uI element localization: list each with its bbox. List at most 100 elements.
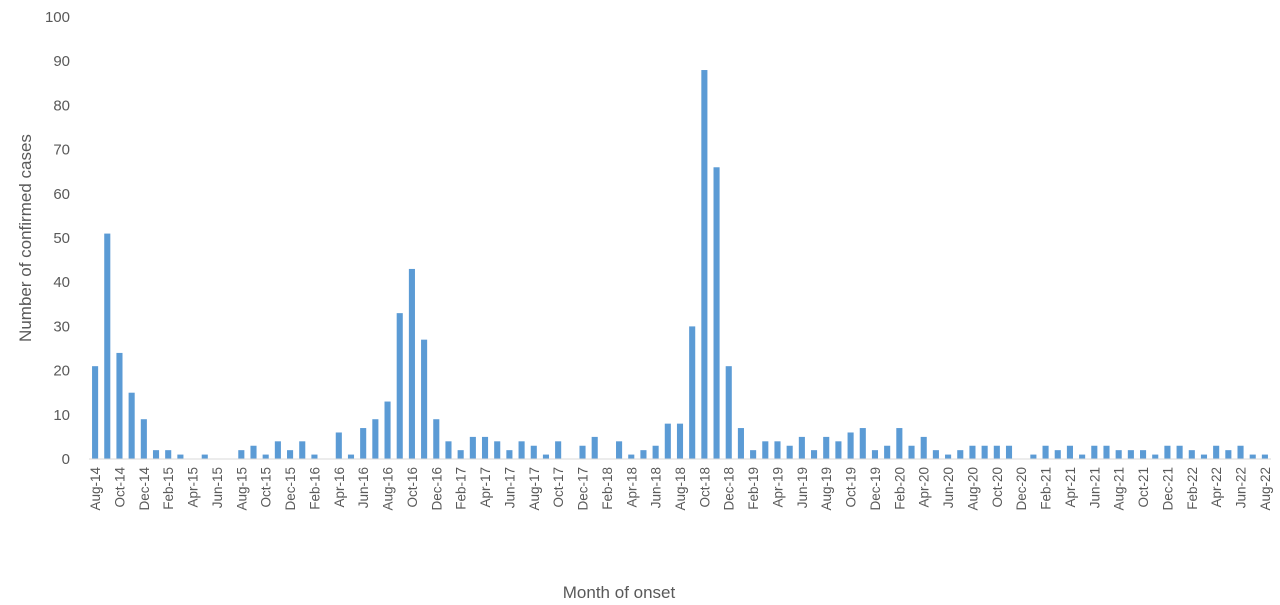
bar — [664, 423, 671, 459]
x-tick-label: Dec-19 — [868, 467, 883, 511]
x-tick-label: Jun-17 — [502, 467, 517, 508]
x-tick-label: Oct-18 — [697, 467, 712, 508]
bar — [1152, 454, 1159, 459]
bar — [396, 313, 403, 459]
bar — [116, 352, 123, 459]
x-tick-label: Dec-18 — [722, 467, 737, 511]
x-tick-label: Feb-18 — [600, 467, 615, 510]
bar — [908, 445, 915, 459]
x-tick-label: Oct-20 — [990, 467, 1005, 508]
bar — [555, 441, 562, 459]
x-axis-ticks: Aug-14 Oct-14 Dec-14 Feb-15 Apr-15 Jun-15 Aug-… — [88, 467, 1273, 511]
bar — [506, 450, 513, 459]
y-tick-label: 50 — [53, 230, 70, 247]
x-tick-label: Feb-15 — [161, 467, 176, 510]
y-tick-label: 90 — [53, 53, 70, 70]
bar — [1237, 445, 1244, 459]
y-tick-label: 30 — [53, 318, 70, 335]
x-axis-title: Month of onset — [563, 583, 676, 602]
bar — [579, 445, 586, 459]
bar — [1176, 445, 1183, 459]
x-tick-label: Jun-21 — [1087, 467, 1102, 508]
bar — [1225, 450, 1232, 459]
x-tick-label: Aug-22 — [1258, 467, 1273, 511]
bar — [847, 432, 854, 459]
x-tick-label: Dec-14 — [137, 467, 152, 511]
bars — [92, 70, 1268, 459]
y-tick-label: 10 — [53, 407, 70, 424]
x-tick-label: Apr-19 — [770, 467, 785, 508]
bar — [287, 450, 294, 459]
bar — [957, 450, 964, 459]
x-tick-label: Aug-14 — [88, 467, 103, 511]
bar — [871, 450, 879, 459]
x-tick-label: Apr-20 — [917, 467, 932, 508]
bar — [152, 450, 160, 459]
x-tick-label: Aug-18 — [673, 467, 688, 511]
bar — [347, 454, 355, 459]
x-tick-label: Oct-21 — [1136, 467, 1151, 508]
bar — [798, 436, 805, 459]
x-tick-label: Dec-16 — [429, 467, 444, 511]
y-tick-label: 60 — [53, 186, 70, 203]
bar — [786, 445, 793, 459]
bar — [518, 441, 525, 459]
x-tick-label: Aug-17 — [527, 467, 542, 511]
bar — [1042, 445, 1049, 459]
x-tick-label: Apr-18 — [624, 467, 639, 508]
x-tick-label: Aug-16 — [381, 467, 396, 511]
bar — [1164, 445, 1171, 459]
x-tick-label: Oct-15 — [259, 467, 274, 508]
bar — [1249, 454, 1256, 459]
bar — [274, 441, 281, 459]
bar — [676, 423, 684, 459]
bar — [737, 428, 744, 459]
bar — [542, 454, 550, 459]
bar — [1030, 454, 1037, 459]
x-tick-label: Jun-15 — [210, 467, 225, 508]
y-axis-title: Number of confirmed cases — [16, 134, 35, 342]
bar — [1079, 454, 1086, 459]
bar — [810, 450, 818, 459]
x-tick-label: Aug-15 — [234, 467, 249, 511]
bar — [591, 436, 598, 459]
bar — [859, 428, 866, 459]
bar — [652, 445, 659, 459]
bar — [481, 436, 489, 459]
bar — [1200, 454, 1208, 459]
bar — [1213, 445, 1220, 459]
bar — [469, 436, 476, 459]
bar — [1091, 445, 1098, 459]
x-tick-label: Jun-16 — [356, 467, 371, 508]
bar — [250, 445, 257, 459]
bar — [104, 233, 111, 459]
bar — [372, 419, 379, 459]
bar — [981, 445, 988, 459]
y-tick-label: 20 — [53, 363, 70, 380]
x-tick-label: Feb-22 — [1185, 467, 1200, 510]
bar — [823, 436, 830, 459]
bar — [713, 167, 720, 459]
y-tick-label: 80 — [53, 97, 70, 114]
x-tick-label: Dec-15 — [283, 467, 298, 511]
x-tick-label: Feb-16 — [307, 467, 322, 510]
y-tick-label: 70 — [53, 142, 70, 159]
x-tick-label: Dec-21 — [1160, 467, 1175, 511]
bar — [1066, 445, 1073, 459]
bar — [1005, 445, 1013, 459]
x-tick-label: Dec-17 — [576, 467, 591, 511]
x-tick-label: Jun-22 — [1234, 467, 1249, 508]
bar — [750, 450, 757, 459]
x-tick-label: Apr-15 — [186, 467, 201, 508]
bar — [433, 419, 440, 459]
bar — [408, 268, 415, 459]
x-tick-label: Aug-19 — [819, 467, 834, 511]
bar — [335, 432, 342, 459]
y-axis-ticks: 0 10 20 30 40 50 60 70 80 90 100 — [45, 9, 70, 468]
x-tick-label: Apr-21 — [1063, 467, 1078, 508]
bar — [494, 441, 501, 459]
bar — [640, 450, 647, 459]
bar — [1103, 445, 1110, 459]
bar — [616, 441, 623, 459]
bar — [128, 392, 135, 459]
